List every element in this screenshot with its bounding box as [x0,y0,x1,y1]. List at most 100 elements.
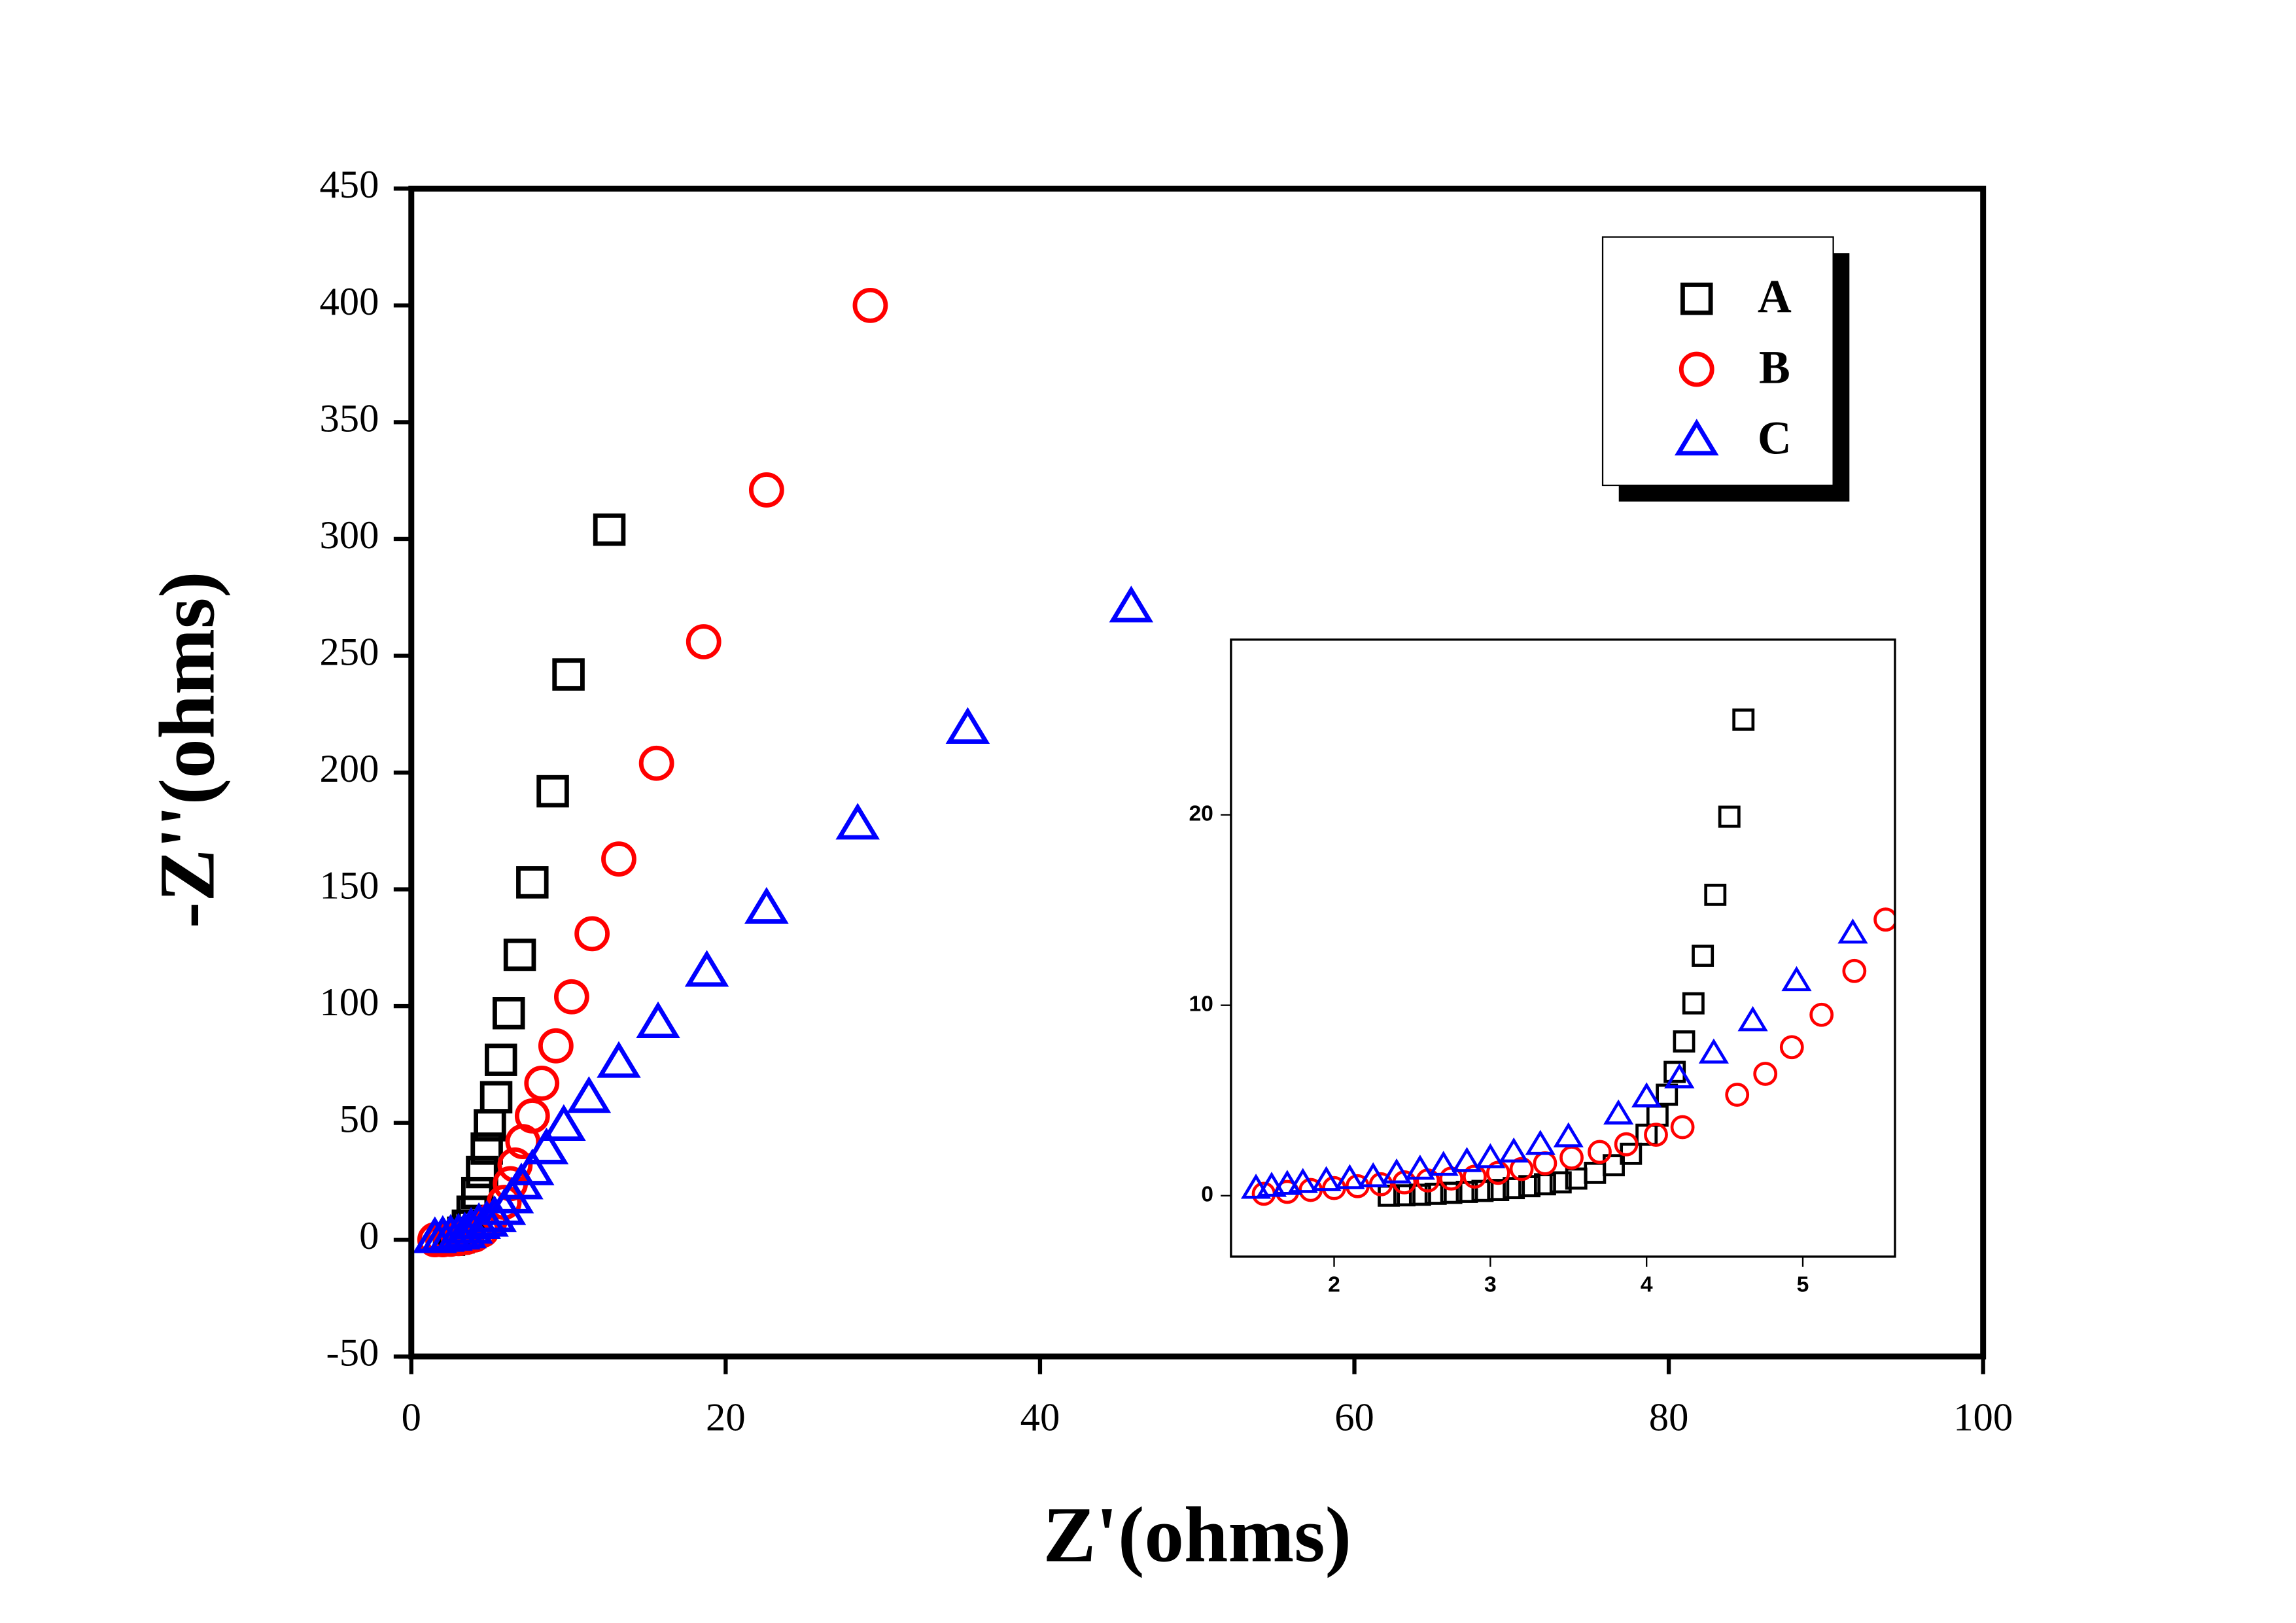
x-axis-title: Z'(ohms) [1043,1492,1351,1579]
marker-square [1549,1171,1572,1194]
marker-square [593,513,626,546]
marker-circle [601,841,636,877]
marker-square [466,1155,498,1189]
marker-circle [538,1028,574,1064]
marker-triangle [413,1216,457,1253]
marker-triangle [1781,966,1812,992]
points [1240,708,1895,1207]
y-tick-label: 200 [319,747,379,791]
marker-triangle [1525,1130,1556,1155]
plot-frame [1230,638,1896,1258]
marker-square [552,658,585,691]
marker-triangle [1404,1154,1435,1180]
marker-triangle [1272,1170,1302,1195]
marker-circle [748,472,784,508]
x-tick-label: 20 [706,1395,746,1439]
marker-square [1565,1167,1588,1190]
x-tick-label: 2 [1328,1273,1340,1297]
marker-circle [1753,1062,1778,1086]
y-tick-label: 250 [319,630,379,674]
marker-square [1732,708,1755,731]
x-tick-label: 80 [1649,1395,1689,1439]
marker-square [1440,1181,1463,1204]
marker-triangle [481,1188,527,1225]
marker-triangle [1664,1063,1695,1089]
marker-triangle [1452,1147,1482,1172]
x-tick-label: 3 [1484,1273,1497,1297]
legend-label: A [1758,271,1792,323]
marker-circle [554,979,589,1015]
y-tick-label: 150 [319,864,379,907]
marker-square [485,1043,517,1076]
y-tick-label: 0 [1201,1183,1213,1207]
marker-square [470,1132,503,1165]
marker-triangle [684,950,729,987]
legend-marker [1680,283,1713,315]
y-tick-label: 20 [1189,801,1213,826]
marker-circle [1873,907,1895,932]
marker-square [1393,1184,1416,1207]
main-plot: 0 20 40 60 80 100-500501001502002503003504004… [319,163,2013,1439]
marker-square [503,938,536,971]
x-tick-label: 5 [1797,1273,1809,1297]
marker-triangle [1109,585,1154,623]
legend-marker [1679,351,1714,387]
marker-triangle [1499,1137,1529,1163]
marker-circle [1644,1123,1668,1147]
marker-circle [1725,1083,1750,1107]
marker-square [1424,1182,1447,1205]
marker-square [493,997,525,1030]
marker-square [1718,805,1741,828]
marker-circle [1670,1115,1695,1140]
y-axis-title: -Z''(ohms) [144,571,232,928]
marker-square [1704,883,1727,906]
marker-triangle [1334,1164,1365,1189]
marker-circle [1509,1157,1534,1181]
marker-triangle [542,1104,586,1142]
marker-circle [1809,1002,1834,1027]
marker-square [1635,1123,1658,1146]
marker-square [1503,1177,1525,1200]
y-tick-label: 0 [359,1214,379,1258]
marker-triangle [1256,1172,1287,1197]
marker-circle [1779,1035,1804,1060]
marker-triangle [1603,1099,1634,1125]
legend-marker [1674,419,1719,456]
marker-circle [1486,1161,1510,1185]
x-tick-label: 60 [1334,1395,1374,1439]
marker-circle [852,287,888,323]
marker-triangle [566,1076,612,1113]
marker-circle [1842,958,1867,983]
inset-plot: 2 3 4 5 0 10 20 [1189,638,1896,1297]
marker-circle [1463,1164,1487,1189]
marker-triangle [636,1001,680,1038]
marker-triangle [835,803,880,840]
legend-label: C [1758,411,1792,464]
marker-triangle [1428,1151,1459,1176]
marker-square [536,775,569,808]
y-tick-label: 10 [1189,992,1213,1017]
points [413,287,1154,1257]
marker-triangle [1737,1005,1768,1032]
marker-square [1487,1179,1510,1201]
marker-square [1692,945,1714,967]
y-tick-label: 400 [319,280,379,324]
marker-triangle [744,886,789,924]
marker-triangle [1631,1082,1662,1108]
marker-triangle [1358,1162,1389,1188]
legend-box [1601,236,1834,487]
marker-triangle [1553,1122,1584,1147]
marker-triangle [1381,1158,1412,1184]
x-tick-label: 100 [1953,1395,2013,1439]
marker-triangle [1287,1168,1318,1193]
marker-circle [638,745,674,781]
marker-circle [574,916,610,952]
y-tick-label: 300 [319,514,379,557]
marker-circle [1614,1132,1639,1157]
marker-circle [1368,1172,1393,1196]
marker-circle [686,624,722,659]
marker-circle [524,1066,560,1101]
y-tick-label: 450 [319,163,379,207]
y-tick-label: 350 [319,396,379,440]
